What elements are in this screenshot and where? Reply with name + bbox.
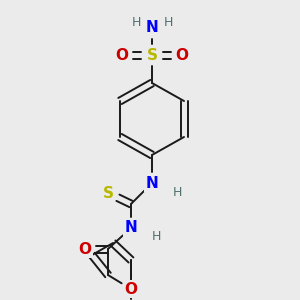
Text: N: N	[146, 20, 158, 35]
Text: H: H	[163, 16, 173, 28]
Text: H: H	[172, 185, 182, 199]
Text: O: O	[176, 47, 188, 62]
Text: S: S	[146, 47, 158, 62]
Text: N: N	[146, 176, 158, 190]
Text: N: N	[124, 220, 137, 236]
Text: O: O	[79, 242, 92, 256]
Text: H: H	[131, 16, 141, 28]
Text: H: H	[151, 230, 161, 244]
Text: O: O	[116, 47, 128, 62]
Text: O: O	[124, 281, 137, 296]
Text: S: S	[103, 185, 113, 200]
